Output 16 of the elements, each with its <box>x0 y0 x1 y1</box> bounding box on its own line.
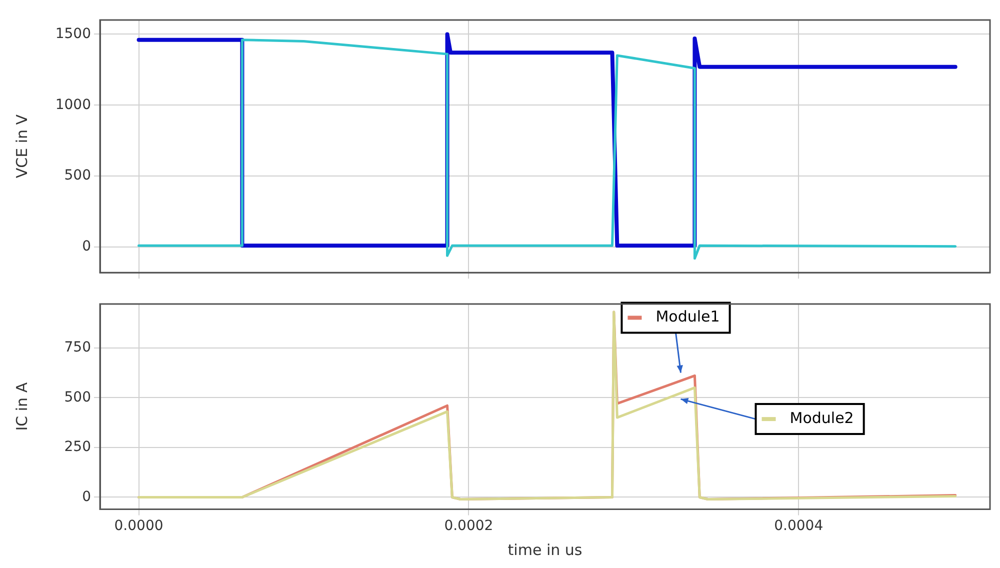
y-tick-label: 0 <box>82 238 91 255</box>
y-axis-title: IC in A <box>12 382 31 431</box>
x-tick-label: 0.0002 <box>444 518 494 534</box>
legend-label: Module2 <box>790 408 854 427</box>
x-tick-label: 0.0000 <box>114 518 164 534</box>
y-tick-label: 1500 <box>55 26 91 42</box>
y-tick-label: 1000 <box>55 96 91 113</box>
x-axis-title: time in us <box>508 540 582 559</box>
y-tick-label: 500 <box>64 168 91 184</box>
legend-label: Module1 <box>656 308 720 326</box>
y-tick-label: 750 <box>64 339 91 356</box>
x-tick-label: 0.0004 <box>774 518 824 534</box>
y-tick-label: 500 <box>64 389 91 406</box>
y-tick-label: 250 <box>64 439 91 456</box>
y-tick-label: 0 <box>82 488 91 505</box>
y-axis-title: VCE in V <box>12 114 31 178</box>
